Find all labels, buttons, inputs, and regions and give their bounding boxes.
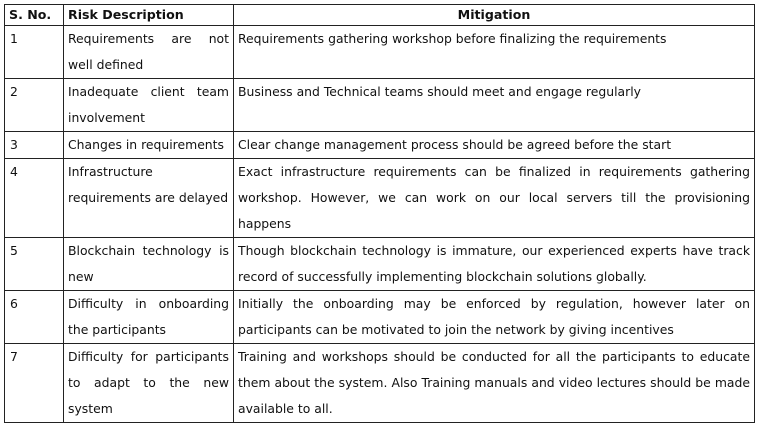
- row-sno: 6: [4, 290, 64, 344]
- row-sno: 1: [4, 25, 64, 79]
- row-mitigation: Initially the onboarding may be enforced…: [233, 290, 755, 344]
- table-header-row: S. No. Risk Description Mitigation: [4, 4, 755, 26]
- header-risk-description: Risk Description: [63, 4, 234, 26]
- row-risk: Difficulty for participants to adapt to …: [63, 343, 234, 423]
- header-sno: S. No.: [4, 4, 64, 26]
- row-sno: 3: [4, 131, 64, 159]
- table-row: 1 Requirements are not well defined Requ…: [4, 25, 755, 79]
- row-sno: 2: [4, 78, 64, 132]
- row-risk: Requirements are not well defined: [63, 25, 234, 79]
- table-row: 6 Difficulty in onboarding the participa…: [4, 290, 755, 344]
- row-risk: Infrastructure requirements are delayed: [63, 158, 234, 238]
- row-sno: 7: [4, 343, 64, 423]
- row-mitigation: Though blockchain technology is immature…: [233, 237, 755, 291]
- row-risk: Difficulty in onboarding the participant…: [63, 290, 234, 344]
- row-mitigation: Clear change management process should b…: [233, 131, 755, 159]
- row-sno: 5: [4, 237, 64, 291]
- header-mitigation: Mitigation: [233, 4, 755, 26]
- table-row: 2 Inadequate client team involvement Bus…: [4, 78, 755, 132]
- table-row: 7 Difficulty for participants to adapt t…: [4, 343, 755, 423]
- row-mitigation: Exact infrastructure requirements can be…: [233, 158, 755, 238]
- table-row: 4 Infrastructure requirements are delaye…: [4, 158, 755, 238]
- row-mitigation: Requirements gathering workshop before f…: [233, 25, 755, 79]
- row-risk: Inadequate client team involvement: [63, 78, 234, 132]
- row-sno: 4: [4, 158, 64, 238]
- table-row: 3 Changes in requirements Clear change m…: [4, 131, 755, 159]
- table-row: 5 Blockchain technology is new Though bl…: [4, 237, 755, 291]
- row-mitigation: Business and Technical teams should meet…: [233, 78, 755, 132]
- risk-mitigation-table: S. No. Risk Description Mitigation 1 Req…: [4, 4, 755, 423]
- row-risk: Blockchain technology is new: [63, 237, 234, 291]
- row-mitigation: Training and workshops should be conduct…: [233, 343, 755, 423]
- row-risk: Changes in requirements: [63, 131, 234, 159]
